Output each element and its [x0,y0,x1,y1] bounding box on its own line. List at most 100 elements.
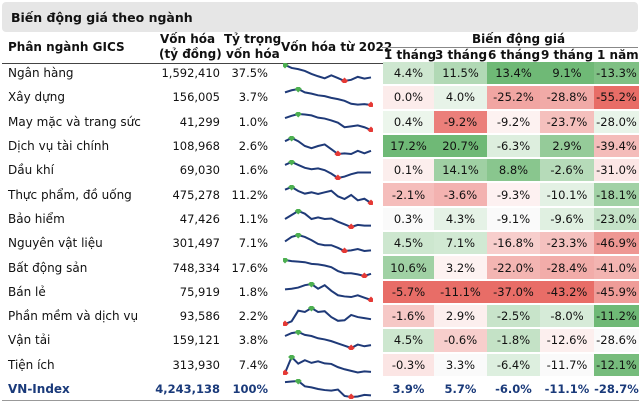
sparkline-line [284,306,372,326]
header-change-group: Biến động giá [472,32,566,46]
market-cap: 1,592,410 [154,62,220,87]
sparkline-chart [283,306,372,327]
sector-name: Dịch vụ tài chính [2,133,154,160]
price-change-2: 14.1% [434,158,487,184]
price-change-4: -43.2% [540,279,594,305]
sector-name: Thực phẩm, đồ uống [2,182,154,208]
price-change-5: -28.6% [594,328,639,354]
table-row: May mặc và trang sức 41,299 1.0% 0.4% -9.2% -… [2,109,639,135]
sparkline-line [284,161,371,180]
table-row: Nguyên vật liệu 301,497 7.1% 4.5% 7.1% -16.8%… [2,231,639,257]
cap-weight: 1.8% [220,279,271,305]
sparkline-max-marker [288,184,296,191]
sector-name: Dầu khí [2,158,154,184]
market-cap: 75,919 [154,279,220,305]
price-change-2: 2.9% [434,303,487,330]
sparkline-max-marker [294,208,302,215]
price-change-4: -11.7% [540,352,594,378]
price-change-1: 0.4% [383,109,434,135]
sparkline-line [284,282,372,301]
header-period-2: 3 tháng [435,48,488,62]
sparkline [271,375,383,402]
cap-weight: 1.1% [220,206,271,233]
market-cap: 156,005 [154,85,220,111]
sparkline-max-marker [283,63,289,69]
price-change-2: 3.3% [434,352,487,378]
sector-name: Phần mềm và dịch vụ [2,303,154,330]
cap-weight: 7.4% [220,352,271,378]
price-change-3: -9.1% [487,206,540,233]
price-change-3: -9.3% [487,182,540,208]
sparkline-chart [283,354,372,375]
sparkline-chart [284,208,371,229]
panel-title: Biến động giá theo ngành [11,10,193,25]
price-change-5: -18.1% [594,182,639,208]
sparkline-chart [284,281,373,302]
price-change-4: -28.8% [540,85,594,111]
sparkline [271,303,383,330]
table-row: Phần mềm và dịch vụ 93,586 2.2% -1.6% 2.9% -2… [2,303,639,330]
sparkline-max-marker [288,354,296,361]
table-row: Dịch vụ tài chính 108,968 2.6% 17.2% 20.7% -6… [2,133,639,160]
cap-weight: 1.6% [220,158,271,184]
sector-table: Ngân hàng 1,592,410 37.5% 4.4% 11.5% 13.4% 9.1… [2,62,639,402]
header-period-1: 1 tháng [384,48,437,62]
price-change-5: -55.2% [594,85,639,111]
price-change-2: 4.0% [434,85,487,111]
sparkline [271,328,383,354]
sparkline-chart [283,63,372,84]
table-row: Bán lẻ 75,919 1.8% -5.7% -11.1% -37.0% -43.2% -… [2,279,639,305]
market-cap: 69,030 [154,158,220,184]
cap-weight: 2.6% [220,133,271,160]
header-cap-1: Vốn hóa [160,32,216,46]
sector-name: Nguyên vật liệu [2,231,154,257]
sector-name: May mặc và trang sức [2,109,154,135]
price-change-4: -23.7% [540,109,594,135]
sparkline-line [284,354,372,374]
sparkline-chart [284,136,372,157]
cap-weight: 3.7% [220,85,271,111]
sparkline [271,206,383,233]
price-change-1: 0.1% [383,158,434,184]
header-sector: Phân ngành GICS [8,40,125,54]
price-change-2: 7.1% [434,231,487,257]
price-change-1: 0.0% [383,85,434,111]
price-change-1: -5.7% [383,279,434,305]
price-change-1: 4.5% [383,328,434,354]
table-row: Dầu khí 69,030 1.6% 0.1% 14.1% 8.8% -2.6% -31.0… [2,158,639,184]
cap-weight: 37.5% [220,62,271,87]
price-change-4: -2.6% [540,158,594,184]
sector-name: Tiện ích [2,352,154,378]
sparkline-max-marker [294,233,302,239]
price-change-4: -10.1% [540,182,594,208]
sector-name: VN-Index [2,375,154,402]
price-change-4: -28.4% [540,255,594,281]
sparkline-chart [284,233,372,254]
header-weight-1: Tỷ trọng [224,32,282,46]
sparkline-max-marker [294,379,302,385]
sector-name: Vận tải [2,328,154,354]
sparkline [271,85,383,111]
price-change-5: -45.9% [594,279,639,305]
sparkline-max-marker [307,306,315,312]
price-change-3: -37.0% [487,279,540,305]
sparkline-line [284,185,372,204]
market-cap: 159,121 [154,328,220,354]
price-change-3: 13.4% [487,62,540,87]
price-change-2: -9.2% [434,109,487,135]
sparkline-line [284,258,372,277]
price-change-5: -46.9% [594,231,639,257]
sparkline [271,62,383,87]
price-change-3: -9.2% [487,109,540,135]
price-change-3: -25.2% [487,85,540,111]
sparkline [271,182,383,208]
table-row: Tiện ích 313,930 7.4% -0.3% 3.3% -6.4% -11.7% -… [2,352,639,378]
price-change-3: -6.4% [487,352,540,378]
market-cap: 47,426 [154,206,220,233]
sector-name: Ngân hàng [2,62,154,87]
price-change-3: -16.8% [487,231,540,257]
sparkline [271,231,383,257]
market-cap: 313,930 [154,352,220,378]
sector-name: Bất động sản [2,255,154,281]
market-cap: 108,968 [154,133,220,160]
